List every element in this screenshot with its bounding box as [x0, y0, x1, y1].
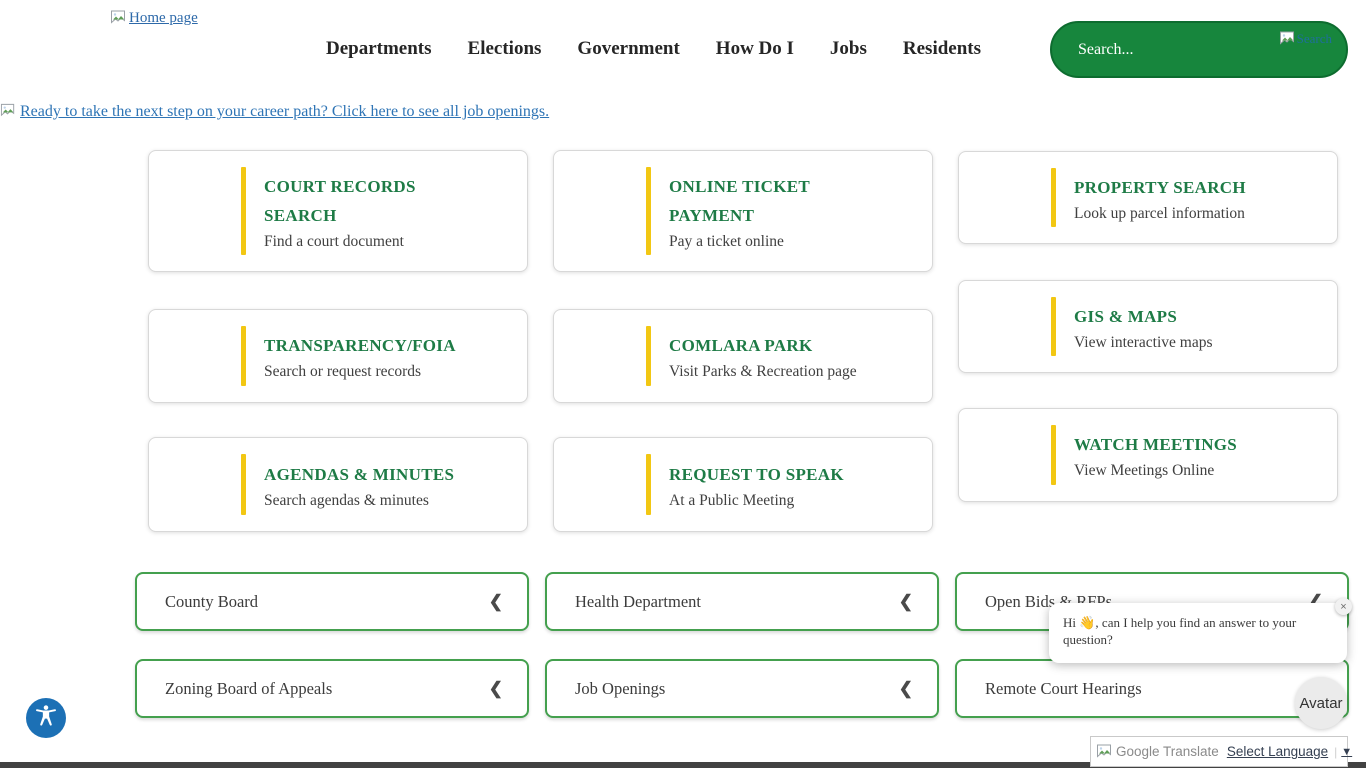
card-subtitle: Find a court document — [264, 232, 404, 250]
card-title: COURT RECORDS SEARCH — [264, 176, 416, 225]
nav-item-jobs[interactable]: Jobs — [829, 38, 867, 59]
broken-image-icon — [1279, 31, 1297, 46]
card-image-placeholder — [959, 281, 1051, 372]
accordion-label: Job Openings — [575, 678, 666, 698]
card-subtitle: Search agendas & minutes — [264, 491, 429, 509]
card-subtitle: Look up parcel information — [1074, 204, 1245, 222]
search-input[interactable] — [1078, 23, 1258, 76]
google-translate-brand-alt: Google Translate — [1116, 744, 1219, 759]
yellow-accent-bar — [646, 454, 651, 515]
card-title: WATCH MEETINGS — [1074, 435, 1238, 454]
card-image-placeholder — [959, 152, 1051, 243]
search-bar: Search — [1050, 21, 1348, 78]
accordion-label: County Board — [165, 591, 259, 611]
yellow-accent-bar — [241, 454, 246, 515]
card-agendas-minutes[interactable]: AGENDAS & MINUTES Search agendas & minut… — [148, 437, 528, 532]
card-title: COMLARA PARK — [669, 336, 813, 355]
nav-item-government[interactable]: Government — [577, 38, 680, 59]
card-title: PROPERTY SEARCH — [1074, 177, 1246, 197]
accordion-health-department[interactable]: Health Department ❮ — [545, 572, 939, 631]
nav-item-how-do-i[interactable]: How Do I — [715, 38, 794, 59]
banner-text: Ready to take the next step on your care… — [20, 103, 550, 120]
card-subtitle: Visit Parks & Recreation page — [669, 363, 857, 380]
yellow-accent-bar — [1051, 168, 1056, 227]
card-image-placeholder — [149, 151, 241, 271]
card-online-ticket-payment[interactable]: ONLINE TICKET PAYMENT Pay a ticket onlin… — [553, 150, 933, 272]
card-request-to-speak[interactable]: REQUEST TO SPEAK At a Public Meeting — [553, 437, 933, 532]
nav-item-residents[interactable]: Residents — [902, 38, 982, 59]
yellow-accent-bar — [1051, 297, 1056, 356]
chevron-left-icon: ❮ — [488, 678, 503, 698]
yellow-accent-bar — [646, 167, 651, 255]
card-image-placeholder — [149, 310, 241, 402]
chat-avatar[interactable]: Avatar — [1295, 677, 1347, 729]
select-language-dropdown[interactable]: Select Language — [1226, 744, 1329, 759]
card-subtitle: Pay a ticket online — [669, 232, 784, 250]
card-subtitle: Search or request records — [264, 363, 422, 380]
avatar-alt-text: Avatar — [1299, 694, 1343, 712]
card-image-placeholder — [554, 151, 646, 271]
nav-item-departments[interactable]: Departments — [326, 38, 432, 59]
search-submit-link[interactable]: Search — [1279, 31, 1332, 47]
main-nav: Departments Elections Government How Do … — [326, 38, 981, 60]
divider: | — [1334, 744, 1338, 759]
card-property-search[interactable]: PROPERTY SEARCH Look up parcel informati… — [958, 151, 1338, 244]
card-transparency-foia[interactable]: TRANSPARENCY/FOIA Search or request reco… — [148, 309, 528, 403]
broken-image-icon — [0, 103, 18, 118]
chevron-left-icon: ❮ — [488, 591, 503, 611]
card-subtitle: View interactive maps — [1074, 333, 1213, 351]
card-image-placeholder — [149, 438, 241, 531]
card-watch-meetings[interactable]: WATCH MEETINGS View Meetings Online — [958, 408, 1338, 502]
card-subtitle: View Meetings Online — [1074, 462, 1215, 479]
card-image-placeholder — [959, 409, 1051, 501]
accordion-zoning-board-of-appeals[interactable]: Zoning Board of Appeals ❮ — [135, 659, 529, 718]
accordion-remote-court-hearings[interactable]: Remote Court Hearings ❮ — [955, 659, 1349, 718]
card-title: GIS & MAPS — [1074, 306, 1178, 326]
chat-message: Hi 👋, can I help you find an answer to y… — [1063, 615, 1297, 647]
google-translate-widget: Google Translate Select Language | ▼ — [1090, 736, 1352, 767]
card-gis-maps[interactable]: GIS & MAPS View interactive maps — [958, 280, 1338, 373]
footer-top-bar — [0, 762, 1366, 768]
accordion-label: Remote Court Hearings — [985, 678, 1142, 698]
chevron-left-icon: ❮ — [898, 591, 913, 611]
broken-image-icon — [110, 10, 128, 25]
card-title: AGENDAS & MINUTES — [264, 464, 455, 484]
nav-item-elections[interactable]: Elections — [467, 38, 542, 59]
close-icon[interactable]: × — [1335, 598, 1352, 615]
accordion-county-board[interactable]: County Board ❮ — [135, 572, 529, 631]
accessibility-button[interactable] — [26, 698, 66, 738]
yellow-accent-bar — [646, 326, 651, 386]
card-comlara-park[interactable]: COMLARA PARK Visit Parks & Recreation pa… — [553, 309, 933, 403]
card-title: TRANSPARENCY/FOIA — [264, 336, 456, 355]
yellow-accent-bar — [241, 167, 246, 255]
chat-greeting-bubble[interactable]: Hi 👋, can I help you find an answer to y… — [1049, 603, 1347, 663]
yellow-accent-bar — [1051, 425, 1056, 485]
broken-image-icon — [1096, 744, 1114, 759]
chevron-left-icon: ❮ — [898, 678, 913, 698]
accessibility-person-icon — [33, 703, 59, 734]
job-openings-banner-link[interactable]: Ready to take the next step on your care… — [0, 103, 549, 121]
home-logo-link[interactable]: Home page — [110, 10, 198, 27]
dropdown-arrow-icon[interactable]: ▼ — [1341, 745, 1353, 758]
card-court-records-search[interactable]: COURT RECORDS SEARCH Find a court docume… — [148, 150, 528, 272]
card-title: ONLINE TICKET PAYMENT — [669, 176, 810, 225]
card-title: REQUEST TO SPEAK — [669, 464, 844, 484]
card-image-placeholder — [554, 310, 646, 402]
home-logo-label: Home page — [129, 10, 198, 26]
yellow-accent-bar — [241, 326, 246, 386]
accordion-label: Zoning Board of Appeals — [165, 678, 333, 698]
accordion-job-openings[interactable]: Job Openings ❮ — [545, 659, 939, 718]
accordion-label: Health Department — [575, 591, 701, 611]
search-submit-label: Search — [1296, 31, 1332, 46]
card-image-placeholder — [554, 438, 646, 531]
card-subtitle: At a Public Meeting — [669, 491, 795, 509]
